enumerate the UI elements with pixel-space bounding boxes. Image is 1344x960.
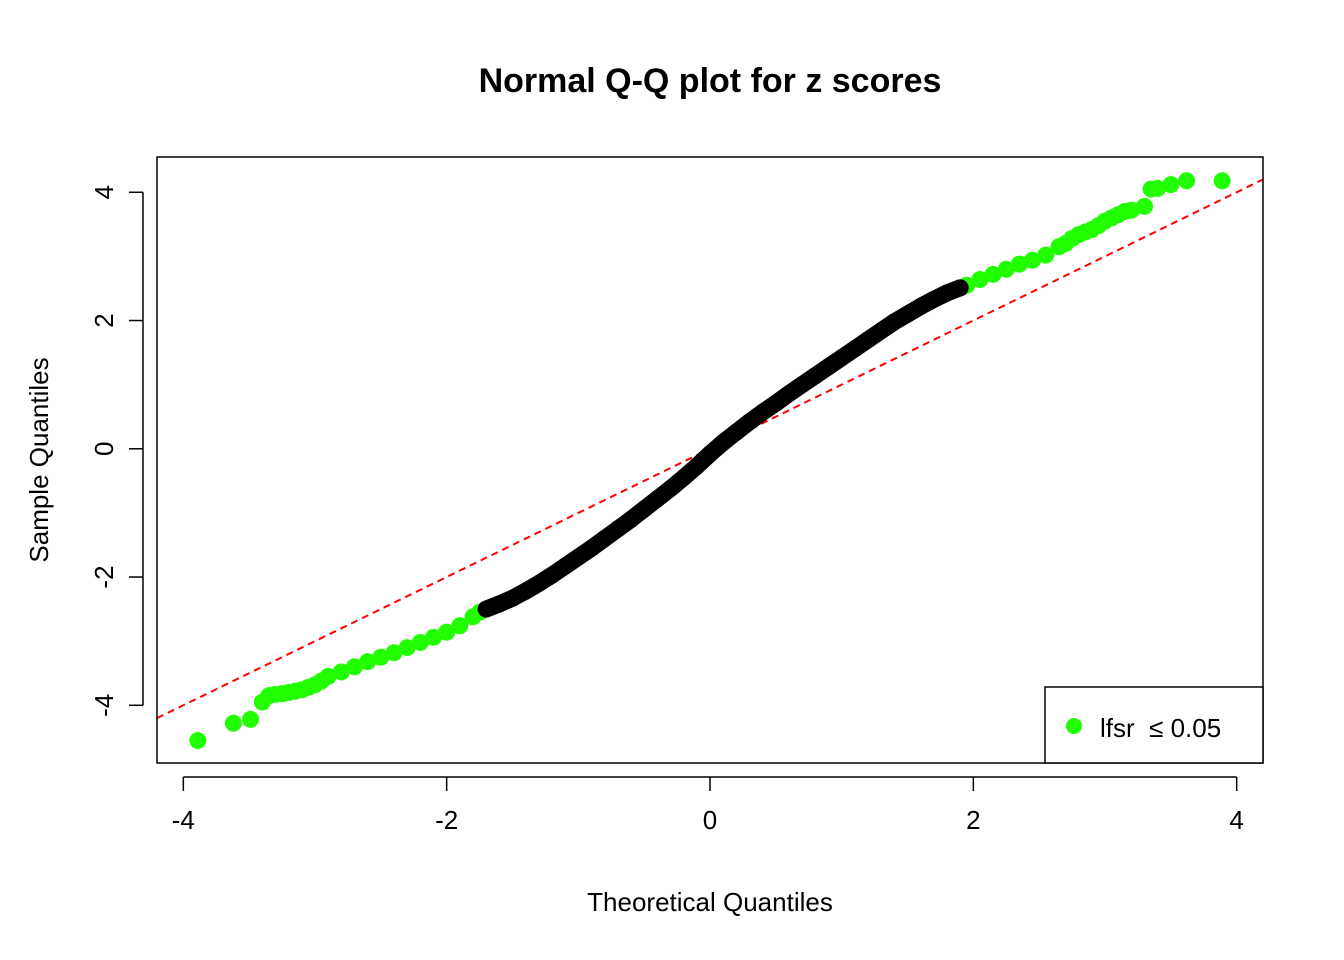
data-point — [346, 658, 363, 676]
data-point — [438, 623, 456, 641]
data-point — [1010, 255, 1028, 273]
data-points-group — [189, 172, 1231, 750]
y-axis-label: Sample Quantiles — [24, 357, 54, 562]
series-nonsignificant — [477, 279, 969, 618]
chart-title: Normal Q-Q plot for z scores — [479, 62, 942, 100]
legend-label: lfsr ≤ 0.05 — [1100, 713, 1221, 743]
data-point — [398, 639, 416, 657]
data-point — [359, 653, 377, 671]
x-tick-label: 2 — [966, 805, 980, 835]
data-point — [372, 648, 390, 666]
data-point — [241, 710, 259, 728]
x-tick-label: -2 — [435, 805, 458, 835]
series-significant — [189, 172, 1231, 750]
x-axis-label: Theoretical Quantiles — [587, 887, 833, 917]
data-point — [997, 260, 1015, 278]
data-point — [1213, 172, 1231, 190]
data-point — [984, 265, 1002, 283]
data-point — [1162, 176, 1180, 194]
x-tick-label: -4 — [172, 805, 195, 835]
data-point — [1178, 172, 1196, 190]
plot-frame — [156, 156, 1264, 764]
data-point — [425, 628, 442, 646]
data-point — [1037, 246, 1055, 264]
data-point — [411, 633, 429, 651]
data-point — [971, 270, 989, 288]
axes-group: -4 -2 0 2 4 -4 -2 0 2 4 — [89, 185, 1244, 835]
y-tick-label: 2 — [89, 313, 119, 327]
data-point — [332, 663, 350, 681]
data-point — [1122, 201, 1140, 219]
data-point — [1149, 179, 1167, 197]
x-tick-label: 4 — [1229, 805, 1243, 835]
y-tick-label: -2 — [89, 565, 119, 588]
data-point — [319, 667, 337, 685]
x-tick-label: 0 — [703, 805, 717, 835]
data-point — [224, 714, 242, 732]
data-point — [451, 617, 469, 635]
data-point — [1136, 197, 1153, 215]
data-point — [1024, 251, 1042, 269]
legend-marker — [1066, 718, 1082, 734]
y-tick-label: -4 — [89, 694, 119, 717]
data-point — [189, 732, 207, 750]
data-point — [385, 644, 403, 662]
y-tick-label: 0 — [89, 442, 119, 456]
data-point-band — [477, 279, 969, 618]
legend: lfsr ≤ 0.05 — [1044, 686, 1264, 764]
y-tick-label: 4 — [89, 185, 119, 199]
